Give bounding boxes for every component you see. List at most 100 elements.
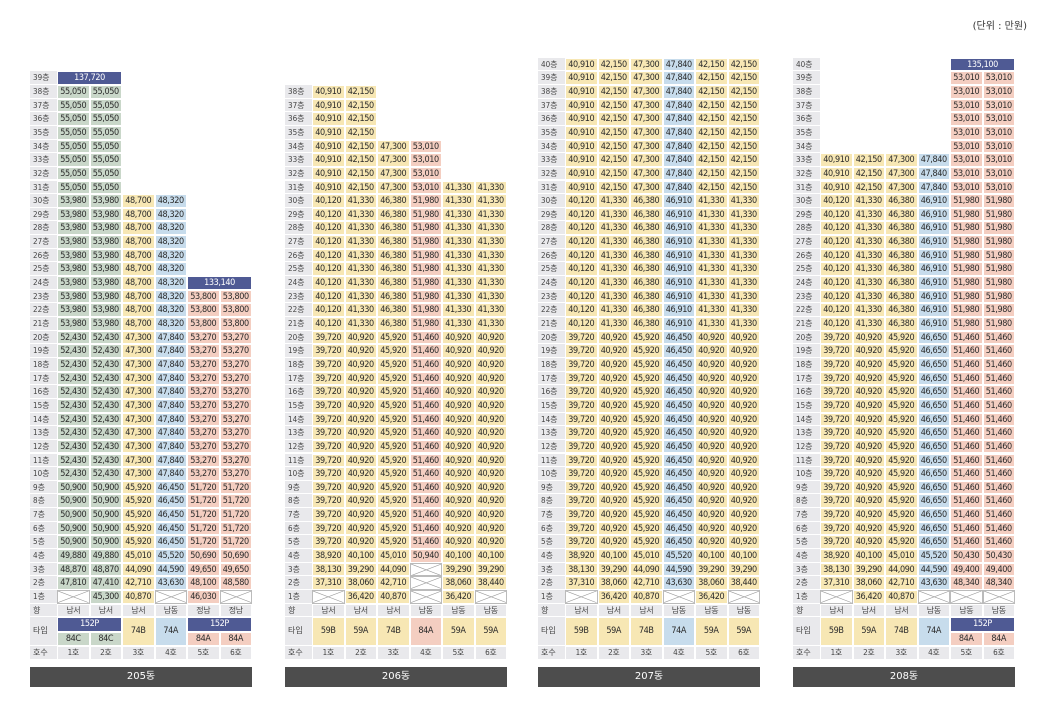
price-cell: 40,120 [312,248,345,263]
price-cell: 51,980 [982,276,1015,290]
floor-label: 15층 [285,398,312,413]
price-cell: 40,920 [597,535,630,550]
price-cell: 51,980 [982,207,1015,222]
price-cell: 46,380 [630,276,663,290]
floor-label: 20층 [30,330,57,345]
price-cell: 39,720 [565,398,598,413]
price-cell: 40,120 [565,262,598,277]
price-cell: 48,580 [219,576,252,590]
price-cell: 51,720 [219,480,252,495]
price-cell: 51,460 [982,453,1015,468]
type-cell: 84A [187,631,220,646]
price-cell: 40,120 [820,317,853,331]
price-cell: 51,460 [409,398,442,413]
floor-label: 25층 [538,262,565,277]
price-cell: 42,150 [852,153,885,167]
floor-label: 33층 [793,153,820,167]
price-cell: 40,120 [312,235,345,249]
price-cell: 53,270 [219,453,252,468]
price-cell: 40,920 [344,453,377,468]
price-cell: 40,920 [474,439,507,454]
price-cell: 40,870 [885,590,918,604]
direction-cell: 남서 [597,603,630,618]
price-cell: 40,920 [344,480,377,495]
floor-label: 33층 [30,153,57,167]
price-cell: 36,420 [695,590,728,604]
floor-label: 28층 [30,221,57,236]
price-cell: 40,120 [820,235,853,249]
direction-cell: 정남 [219,603,252,618]
price-cell: 47,810 [57,576,90,590]
type-cell: 59A [597,617,630,646]
price-cell: 51,980 [982,303,1015,317]
type-cell: 84A [982,631,1015,646]
price-cell: 43,630 [917,576,950,590]
price-cell: 45,920 [630,385,663,399]
price-cell: 40,920 [442,480,475,495]
price-cell: 53,270 [219,439,252,454]
price-cell: 53,980 [57,289,90,304]
price-cell: 45,010 [377,549,410,563]
price-cell: 40,920 [852,453,885,468]
price-cell: 38,920 [820,549,853,563]
price-cell: 47,300 [377,139,410,154]
price-cell: 40,100 [474,549,507,563]
floor-label: 6층 [30,521,57,536]
building-name: 205동 [30,667,252,687]
price-cell: 47,840 [662,84,695,99]
floor-label: 9층 [538,480,565,495]
floor-label: 22층 [30,303,57,317]
price-cell: 47,300 [122,357,155,372]
price-cell: 51,460 [409,385,442,399]
floor-label: 17층 [30,371,57,386]
price-cell: 46,910 [917,248,950,263]
floor-label: 10층 [30,467,57,481]
price-cell: 55,050 [57,139,90,154]
price-cell: 51,460 [950,412,983,427]
price-cell: 47,840 [154,371,187,386]
price-cell: 40,920 [597,412,630,427]
price-cell: 46,650 [917,398,950,413]
price-cell: 46,380 [377,207,410,222]
price-cell: 42,150 [597,125,630,140]
price-cell: 41,330 [474,289,507,304]
price-cell: 40,920 [695,453,728,468]
price-cell: 46,910 [917,221,950,236]
unit-number-cell: 6호 [219,645,252,660]
price-cell: 45,920 [630,398,663,413]
floor-label: 24층 [793,276,820,290]
price-cell: 55,050 [57,98,90,113]
price-cell: 40,120 [312,194,345,208]
price-cell: 45,920 [885,357,918,372]
price-cell: 47,300 [122,330,155,345]
price-cell: 46,910 [917,276,950,290]
price-cell: 40,120 [565,276,598,290]
price-cell: 41,330 [597,303,630,317]
price-cell: 42,150 [727,84,760,99]
price-cell: 53,010 [982,71,1015,85]
price-cell: 52,430 [57,385,90,399]
price-cell: 51,980 [950,248,983,263]
price-cell: 43,630 [154,576,187,590]
price-cell: 47,300 [630,125,663,140]
price-cell: 40,920 [344,344,377,358]
price-cell: 40,120 [565,303,598,317]
price-cell: 40,920 [344,426,377,440]
price-cell: 46,650 [917,426,950,440]
floor-label: 17층 [793,371,820,386]
unit-number-cell: 3호 [122,645,155,660]
price-cell: 48,320 [154,207,187,222]
price-cell: 39,720 [312,439,345,454]
price-cell: 40,920 [727,508,760,522]
floor-label: 27층 [30,235,57,249]
floor-label: 30층 [30,194,57,208]
price-cell: 45,920 [630,426,663,440]
price-cell: 46,380 [377,303,410,317]
price-cell: 53,010 [950,180,983,195]
price-cell: 46,450 [662,521,695,536]
price-cell: 45,920 [885,535,918,550]
price-cell: 38,060 [442,576,475,590]
price-cell: 53,270 [219,412,252,427]
price-cell: 40,120 [312,317,345,331]
price-cell: 51,980 [409,194,442,208]
